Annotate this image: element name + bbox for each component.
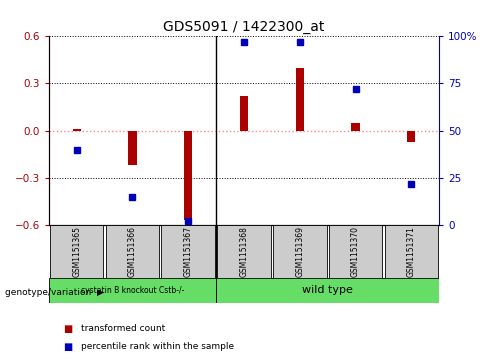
Bar <box>273 225 326 278</box>
Bar <box>73 129 81 131</box>
Text: transformed count: transformed count <box>81 324 165 333</box>
Text: GSM1151368: GSM1151368 <box>240 226 248 277</box>
Text: cystatin B knockout Cstb-/-: cystatin B knockout Cstb-/- <box>81 286 184 295</box>
Bar <box>351 123 360 131</box>
Text: GSM1151370: GSM1151370 <box>351 226 360 277</box>
Bar <box>128 131 137 165</box>
Bar <box>216 278 439 303</box>
Text: GSM1151369: GSM1151369 <box>295 226 305 277</box>
Bar <box>296 68 304 131</box>
Title: GDS5091 / 1422300_at: GDS5091 / 1422300_at <box>163 20 325 34</box>
Text: GSM1151371: GSM1151371 <box>407 226 416 277</box>
Bar <box>385 225 438 278</box>
Bar <box>217 225 271 278</box>
Bar <box>407 131 415 142</box>
Bar <box>50 225 103 278</box>
Text: genotype/variation  ▶: genotype/variation ▶ <box>5 288 104 297</box>
Text: wild type: wild type <box>302 285 353 295</box>
Bar <box>49 278 216 303</box>
Text: percentile rank within the sample: percentile rank within the sample <box>81 342 234 351</box>
Bar <box>162 225 215 278</box>
Text: GSM1151365: GSM1151365 <box>72 226 81 277</box>
Text: GSM1151366: GSM1151366 <box>128 226 137 277</box>
Text: GSM1151367: GSM1151367 <box>183 226 193 277</box>
Bar <box>106 225 159 278</box>
Bar <box>329 225 382 278</box>
Text: ■: ■ <box>63 323 73 334</box>
Bar <box>240 96 248 131</box>
Bar <box>184 131 192 220</box>
Text: ■: ■ <box>63 342 73 352</box>
